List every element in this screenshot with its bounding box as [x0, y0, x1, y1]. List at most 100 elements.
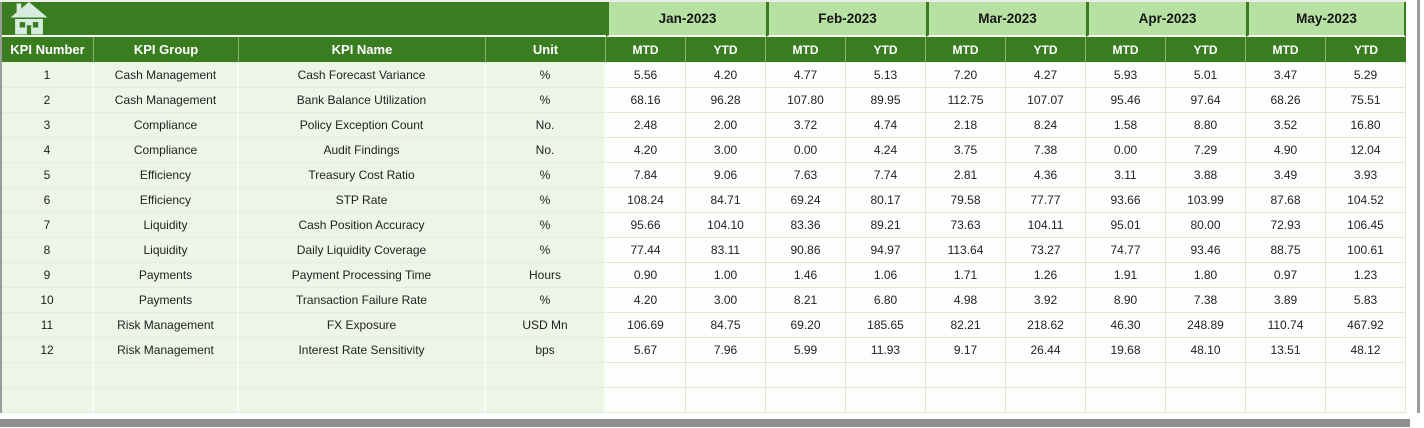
kpi-name-cell[interactable]: FX Exposure: [239, 313, 486, 338]
empty-cell[interactable]: [606, 363, 686, 388]
value-cell[interactable]: 4.24: [846, 138, 926, 163]
value-cell[interactable]: 73.27: [1006, 238, 1086, 263]
unit-cell[interactable]: %: [486, 188, 606, 213]
value-cell[interactable]: 1.06: [846, 263, 926, 288]
kpi-number-cell[interactable]: 4: [2, 138, 94, 163]
value-cell[interactable]: 77.44: [606, 238, 686, 263]
period-header-mtd[interactable]: MTD: [1086, 37, 1166, 63]
empty-cell[interactable]: [1246, 388, 1326, 413]
value-cell[interactable]: 3.52: [1246, 113, 1326, 138]
value-cell[interactable]: 6.80: [846, 288, 926, 313]
period-header-mtd[interactable]: MTD: [1246, 37, 1326, 63]
kpi-name-cell[interactable]: Policy Exception Count: [239, 113, 486, 138]
value-cell[interactable]: 73.63: [926, 213, 1006, 238]
value-cell[interactable]: 7.74: [846, 163, 926, 188]
value-cell[interactable]: 83.36: [766, 213, 846, 238]
value-cell[interactable]: 88.75: [1246, 238, 1326, 263]
empty-cell[interactable]: [1086, 363, 1166, 388]
value-cell[interactable]: 7.96: [686, 338, 766, 363]
value-cell[interactable]: 1.23: [1326, 263, 1406, 288]
period-header-ytd[interactable]: YTD: [846, 37, 926, 63]
value-cell[interactable]: 8.21: [766, 288, 846, 313]
value-cell[interactable]: 48.12: [1326, 338, 1406, 363]
period-header-ytd[interactable]: YTD: [686, 37, 766, 63]
value-cell[interactable]: 11.93: [846, 338, 926, 363]
value-cell[interactable]: 72.93: [1246, 213, 1326, 238]
month-header-4[interactable]: Apr-2023: [1086, 2, 1246, 37]
value-cell[interactable]: 5.67: [606, 338, 686, 363]
unit-cell[interactable]: %: [486, 213, 606, 238]
value-cell[interactable]: 1.58: [1086, 113, 1166, 138]
value-cell[interactable]: 80.17: [846, 188, 926, 213]
unit-cell[interactable]: %: [486, 88, 606, 113]
kpi-group-cell[interactable]: Compliance: [94, 138, 239, 163]
value-cell[interactable]: 0.00: [766, 138, 846, 163]
kpi-name-cell[interactable]: Cash Position Accuracy: [239, 213, 486, 238]
horizontal-scrollbar[interactable]: [0, 419, 1410, 427]
value-cell[interactable]: 113.64: [926, 238, 1006, 263]
column-header-unit[interactable]: Unit: [486, 37, 606, 63]
value-cell[interactable]: 87.68: [1246, 188, 1326, 213]
value-cell[interactable]: 0.97: [1246, 263, 1326, 288]
value-cell[interactable]: 95.66: [606, 213, 686, 238]
value-cell[interactable]: 248.89: [1166, 313, 1246, 338]
value-cell[interactable]: 9.06: [686, 163, 766, 188]
value-cell[interactable]: 4.20: [686, 63, 766, 88]
value-cell[interactable]: 106.45: [1326, 213, 1406, 238]
value-cell[interactable]: 104.52: [1326, 188, 1406, 213]
kpi-group-cell[interactable]: Risk Management: [94, 338, 239, 363]
value-cell[interactable]: 68.16: [606, 88, 686, 113]
period-header-ytd[interactable]: YTD: [1326, 37, 1406, 63]
value-cell[interactable]: 48.10: [1166, 338, 1246, 363]
value-cell[interactable]: 7.29: [1166, 138, 1246, 163]
empty-cell[interactable]: [766, 388, 846, 413]
empty-cell[interactable]: [2, 388, 94, 413]
value-cell[interactable]: 107.07: [1006, 88, 1086, 113]
value-cell[interactable]: 2.48: [606, 113, 686, 138]
empty-cell[interactable]: [686, 388, 766, 413]
value-cell[interactable]: 90.86: [766, 238, 846, 263]
period-header-mtd[interactable]: MTD: [926, 37, 1006, 63]
value-cell[interactable]: 7.38: [1006, 138, 1086, 163]
empty-cell[interactable]: [2, 363, 94, 388]
value-cell[interactable]: 83.11: [686, 238, 766, 263]
value-cell[interactable]: 3.93: [1326, 163, 1406, 188]
value-cell[interactable]: 93.46: [1166, 238, 1246, 263]
kpi-name-cell[interactable]: Audit Findings: [239, 138, 486, 163]
value-cell[interactable]: 2.00: [686, 113, 766, 138]
value-cell[interactable]: 0.00: [1086, 138, 1166, 163]
value-cell[interactable]: 5.13: [846, 63, 926, 88]
value-cell[interactable]: 4.20: [606, 138, 686, 163]
kpi-group-cell[interactable]: Risk Management: [94, 313, 239, 338]
value-cell[interactable]: 89.95: [846, 88, 926, 113]
value-cell[interactable]: 89.21: [846, 213, 926, 238]
column-header-kpi-name[interactable]: KPI Name: [239, 37, 486, 63]
period-header-mtd[interactable]: MTD: [766, 37, 846, 63]
vertical-scrollbar[interactable]: [1417, 0, 1420, 417]
value-cell[interactable]: 74.77: [1086, 238, 1166, 263]
value-cell[interactable]: 82.21: [926, 313, 1006, 338]
value-cell[interactable]: 5.99: [766, 338, 846, 363]
kpi-name-cell[interactable]: Interest Rate Sensitivity: [239, 338, 486, 363]
value-cell[interactable]: 4.27: [1006, 63, 1086, 88]
value-cell[interactable]: 93.66: [1086, 188, 1166, 213]
value-cell[interactable]: 3.88: [1166, 163, 1246, 188]
empty-cell[interactable]: [1006, 363, 1086, 388]
kpi-number-cell[interactable]: 1: [2, 63, 94, 88]
value-cell[interactable]: 96.28: [686, 88, 766, 113]
value-cell[interactable]: 185.65: [846, 313, 926, 338]
value-cell[interactable]: 80.00: [1166, 213, 1246, 238]
value-cell[interactable]: 112.75: [926, 88, 1006, 113]
value-cell[interactable]: 3.00: [686, 288, 766, 313]
kpi-group-cell[interactable]: Efficiency: [94, 188, 239, 213]
kpi-group-cell[interactable]: Efficiency: [94, 163, 239, 188]
value-cell[interactable]: 84.75: [686, 313, 766, 338]
value-cell[interactable]: 9.17: [926, 338, 1006, 363]
value-cell[interactable]: 100.61: [1326, 238, 1406, 263]
value-cell[interactable]: 4.74: [846, 113, 926, 138]
empty-cell[interactable]: [926, 363, 1006, 388]
value-cell[interactable]: 0.90: [606, 263, 686, 288]
value-cell[interactable]: 4.98: [926, 288, 1006, 313]
kpi-name-cell[interactable]: Daily Liquidity Coverage: [239, 238, 486, 263]
kpi-name-cell[interactable]: Transaction Failure Rate: [239, 288, 486, 313]
